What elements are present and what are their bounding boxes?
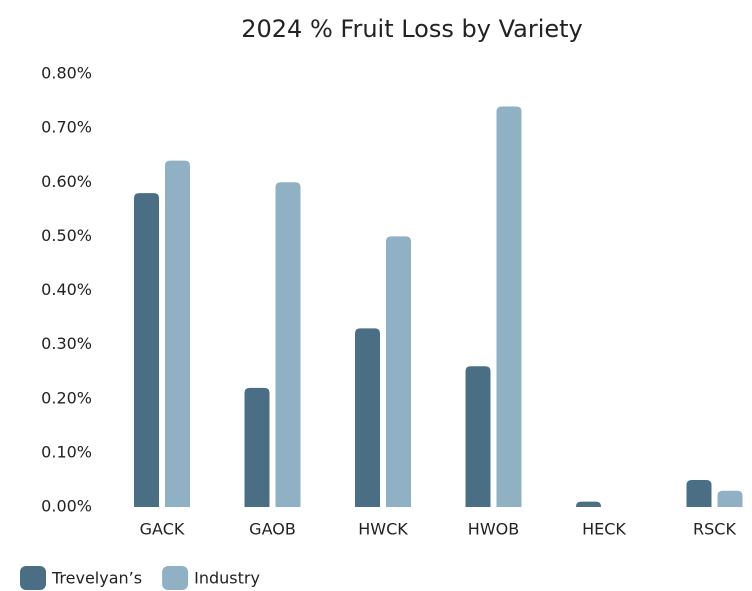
- y-tick-label: 0.30%: [41, 334, 92, 353]
- bar: [355, 328, 380, 507]
- y-tick-label: 0.20%: [41, 388, 92, 407]
- bar: [165, 160, 190, 507]
- x-tick-label: HWCK: [358, 520, 408, 539]
- bar: [496, 106, 522, 507]
- bar: [686, 479, 712, 507]
- y-tick-label: 0.60%: [41, 172, 92, 191]
- bar: [244, 387, 270, 507]
- chart-title: 2024 % Fruit Loss by Variety: [241, 15, 583, 43]
- y-tick-label: 0.40%: [41, 280, 92, 299]
- y-tick-label: 0.00%: [41, 497, 92, 516]
- x-tick-label: GACK: [140, 520, 185, 539]
- bar: [717, 490, 743, 507]
- legend-swatch: [20, 566, 46, 590]
- bar: [275, 182, 301, 507]
- x-tick-label: RSCK: [693, 520, 736, 539]
- y-tick-label: 0.10%: [41, 442, 92, 461]
- x-tick-label: HECK: [582, 520, 626, 539]
- bar: [465, 366, 491, 507]
- bar: [576, 501, 601, 507]
- y-tick-label: 0.70%: [41, 118, 92, 137]
- y-tick-label: 0.50%: [41, 226, 92, 245]
- y-tick-label: 0.80%: [41, 64, 92, 83]
- x-tick-label: GAOB: [249, 520, 296, 539]
- legend-swatch: [162, 566, 189, 590]
- bar: [134, 193, 159, 507]
- x-tick-label: HWOB: [468, 520, 519, 539]
- legend-label: Trevelyan’s: [51, 569, 142, 588]
- legend-label: Industry: [194, 569, 260, 588]
- bar: [386, 236, 411, 507]
